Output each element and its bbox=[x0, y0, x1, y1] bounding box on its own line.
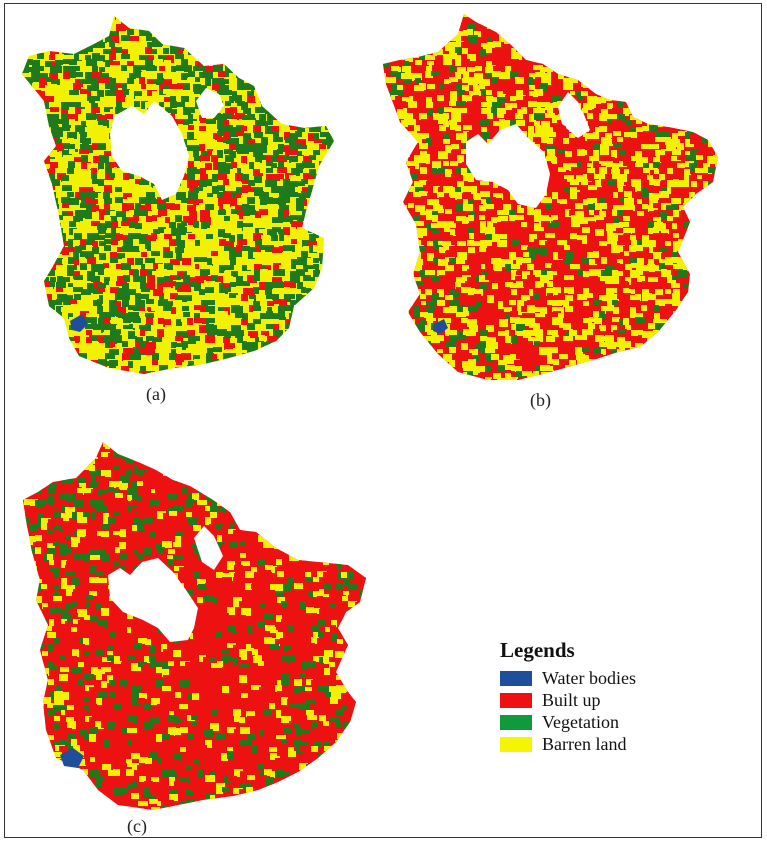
legend-item-barren-land: Barren land bbox=[500, 733, 700, 755]
panel-caption-b: (b) bbox=[530, 390, 551, 410]
legend-swatch-vegetation bbox=[500, 714, 532, 730]
unclassified-area-a bbox=[110, 88, 224, 200]
land-use-map-c bbox=[23, 442, 366, 810]
legend-item-water-bodies: Water bodies bbox=[500, 667, 700, 689]
legend: Legends Water bodies Built up Vegetation… bbox=[500, 638, 700, 755]
panel-caption-a: (a) bbox=[146, 384, 166, 404]
legend-swatch-barren bbox=[500, 736, 532, 752]
legend-label: Vegetation bbox=[542, 711, 619, 732]
legend-label: Built up bbox=[542, 689, 601, 710]
legend-item-vegetation: Vegetation bbox=[500, 711, 700, 733]
legend-label: Water bodies bbox=[542, 667, 637, 688]
unclassified-area-c bbox=[108, 526, 223, 642]
map-panel-c bbox=[18, 440, 374, 815]
map-fill-a bbox=[22, 16, 334, 374]
water-body-c bbox=[60, 748, 84, 768]
figure-border bbox=[4, 3, 762, 838]
land-use-map-b bbox=[383, 14, 718, 380]
unclassified-area-b bbox=[466, 92, 590, 208]
land-use-map-a bbox=[22, 16, 334, 374]
map-fill-b bbox=[383, 14, 718, 380]
legend-swatch-built-up bbox=[500, 692, 532, 708]
map-panel-b bbox=[378, 12, 730, 390]
map-panel-a bbox=[14, 6, 344, 386]
water-body-b bbox=[433, 319, 448, 334]
legend-label: Barren land bbox=[542, 733, 627, 754]
legend-item-built-up: Built up bbox=[500, 689, 700, 711]
water-body-a bbox=[70, 314, 88, 332]
legend-title: Legends bbox=[500, 638, 575, 662]
legend-swatch-water bbox=[500, 670, 532, 686]
panel-caption-c: (c) bbox=[127, 816, 147, 836]
